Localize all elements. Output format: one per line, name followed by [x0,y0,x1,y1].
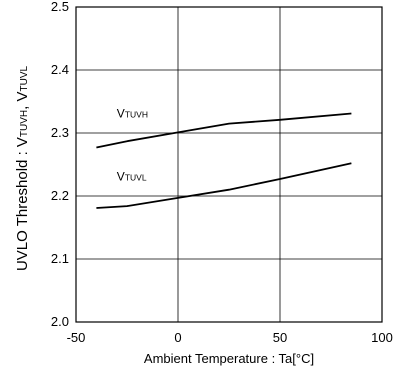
grid-lines [76,7,382,322]
y-tick-label: 2.0 [51,314,69,329]
x-tick-label: -50 [67,330,86,345]
x-tick-label: 100 [371,330,393,345]
y-axis-label: UVLO Threshold : VTUVH, VTUVL [14,66,31,272]
y-axis-label-main: UVLO Threshold : V [14,137,31,271]
series-line-vtuvh [96,112,352,149]
x-tick-label: 0 [174,330,181,345]
series-line-vtuvl [96,162,352,209]
y-tick-label: 2.2 [51,188,69,203]
y-tick-label: 2.4 [51,62,69,77]
y-tick-labels: 2.0 2.1 2.2 2.3 2.4 2.5 [51,0,69,329]
x-tick-labels: -50 0 50 100 [67,330,393,345]
series-label-vtuvh: VTUVH [117,106,148,120]
y-tick-label: 2.1 [51,251,69,266]
x-tick-label: 50 [273,330,287,345]
series-group: VTUVH VTUVL [96,106,352,209]
y-tick-label: 2.3 [51,125,69,140]
plot-frame [75,6,383,323]
x-axis-label: Ambient Temperature : Ta[°C] [144,351,314,366]
y-axis-label-sub2: TUVL [19,66,30,92]
y-tick-label: 2.5 [51,0,69,14]
y-axis-label-sep: , V [14,92,31,110]
series-label-vtuvl: VTUVL [117,169,147,183]
y-axis-label-sub1: TUVH [19,110,30,137]
